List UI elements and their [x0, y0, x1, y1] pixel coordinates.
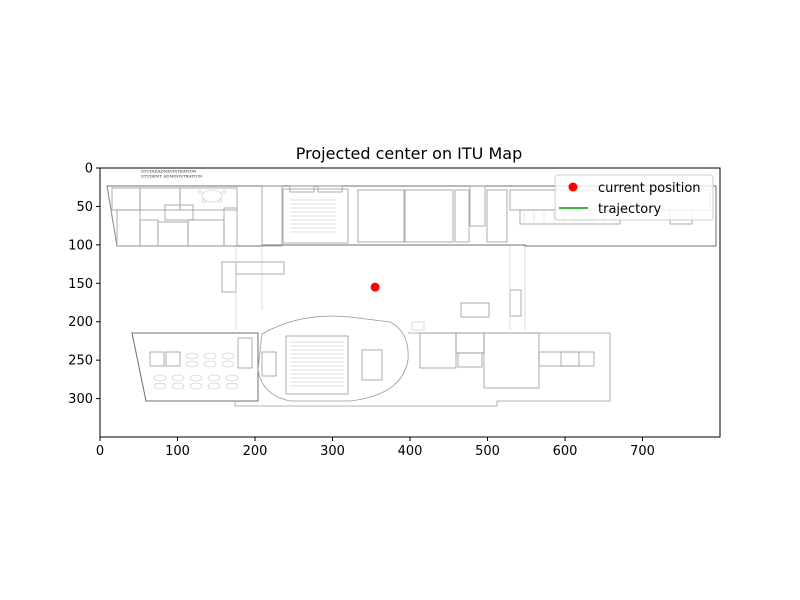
floorplan-header-line2: STUDENT ADMINISTRATION — [141, 174, 203, 179]
x-tick-label: 100 — [165, 444, 190, 459]
legend: current position trajectory — [554, 174, 714, 221]
x-tick-label: 500 — [475, 444, 500, 459]
y-tick-label: 200 — [68, 315, 93, 330]
x-tick-label: 200 — [243, 444, 268, 459]
y-tick-label: 0 — [85, 162, 93, 177]
legend-label-trajectory: trajectory — [598, 202, 662, 217]
y-tick-label: 300 — [68, 392, 93, 407]
x-tick-label: 0 — [96, 444, 104, 459]
current-position-point — [370, 282, 380, 292]
data-marks — [370, 282, 380, 292]
y-tick-label: 250 — [68, 354, 93, 369]
y-axis: 0 50 100 150 200 250 300 — [68, 162, 100, 407]
floor-plan-image — [106, 185, 717, 407]
x-tick-label: 600 — [553, 444, 578, 459]
legend-label-current-position: current position — [598, 181, 701, 196]
y-tick-label: 100 — [68, 238, 93, 253]
chart-title: Projected center on ITU Map — [296, 144, 522, 163]
x-tick-label: 400 — [398, 444, 423, 459]
x-tick-label: 300 — [320, 444, 345, 459]
legend-marker-current-position — [568, 182, 578, 192]
floorplan-header-line1: STUDIEADMINISTRATION — [141, 169, 197, 174]
y-tick-label: 150 — [68, 277, 93, 292]
x-axis: 0 100 200 300 400 500 600 700 — [96, 437, 655, 459]
legend-box — [554, 174, 714, 221]
x-tick-label: 700 — [630, 444, 655, 459]
y-tick-label: 50 — [76, 200, 93, 215]
